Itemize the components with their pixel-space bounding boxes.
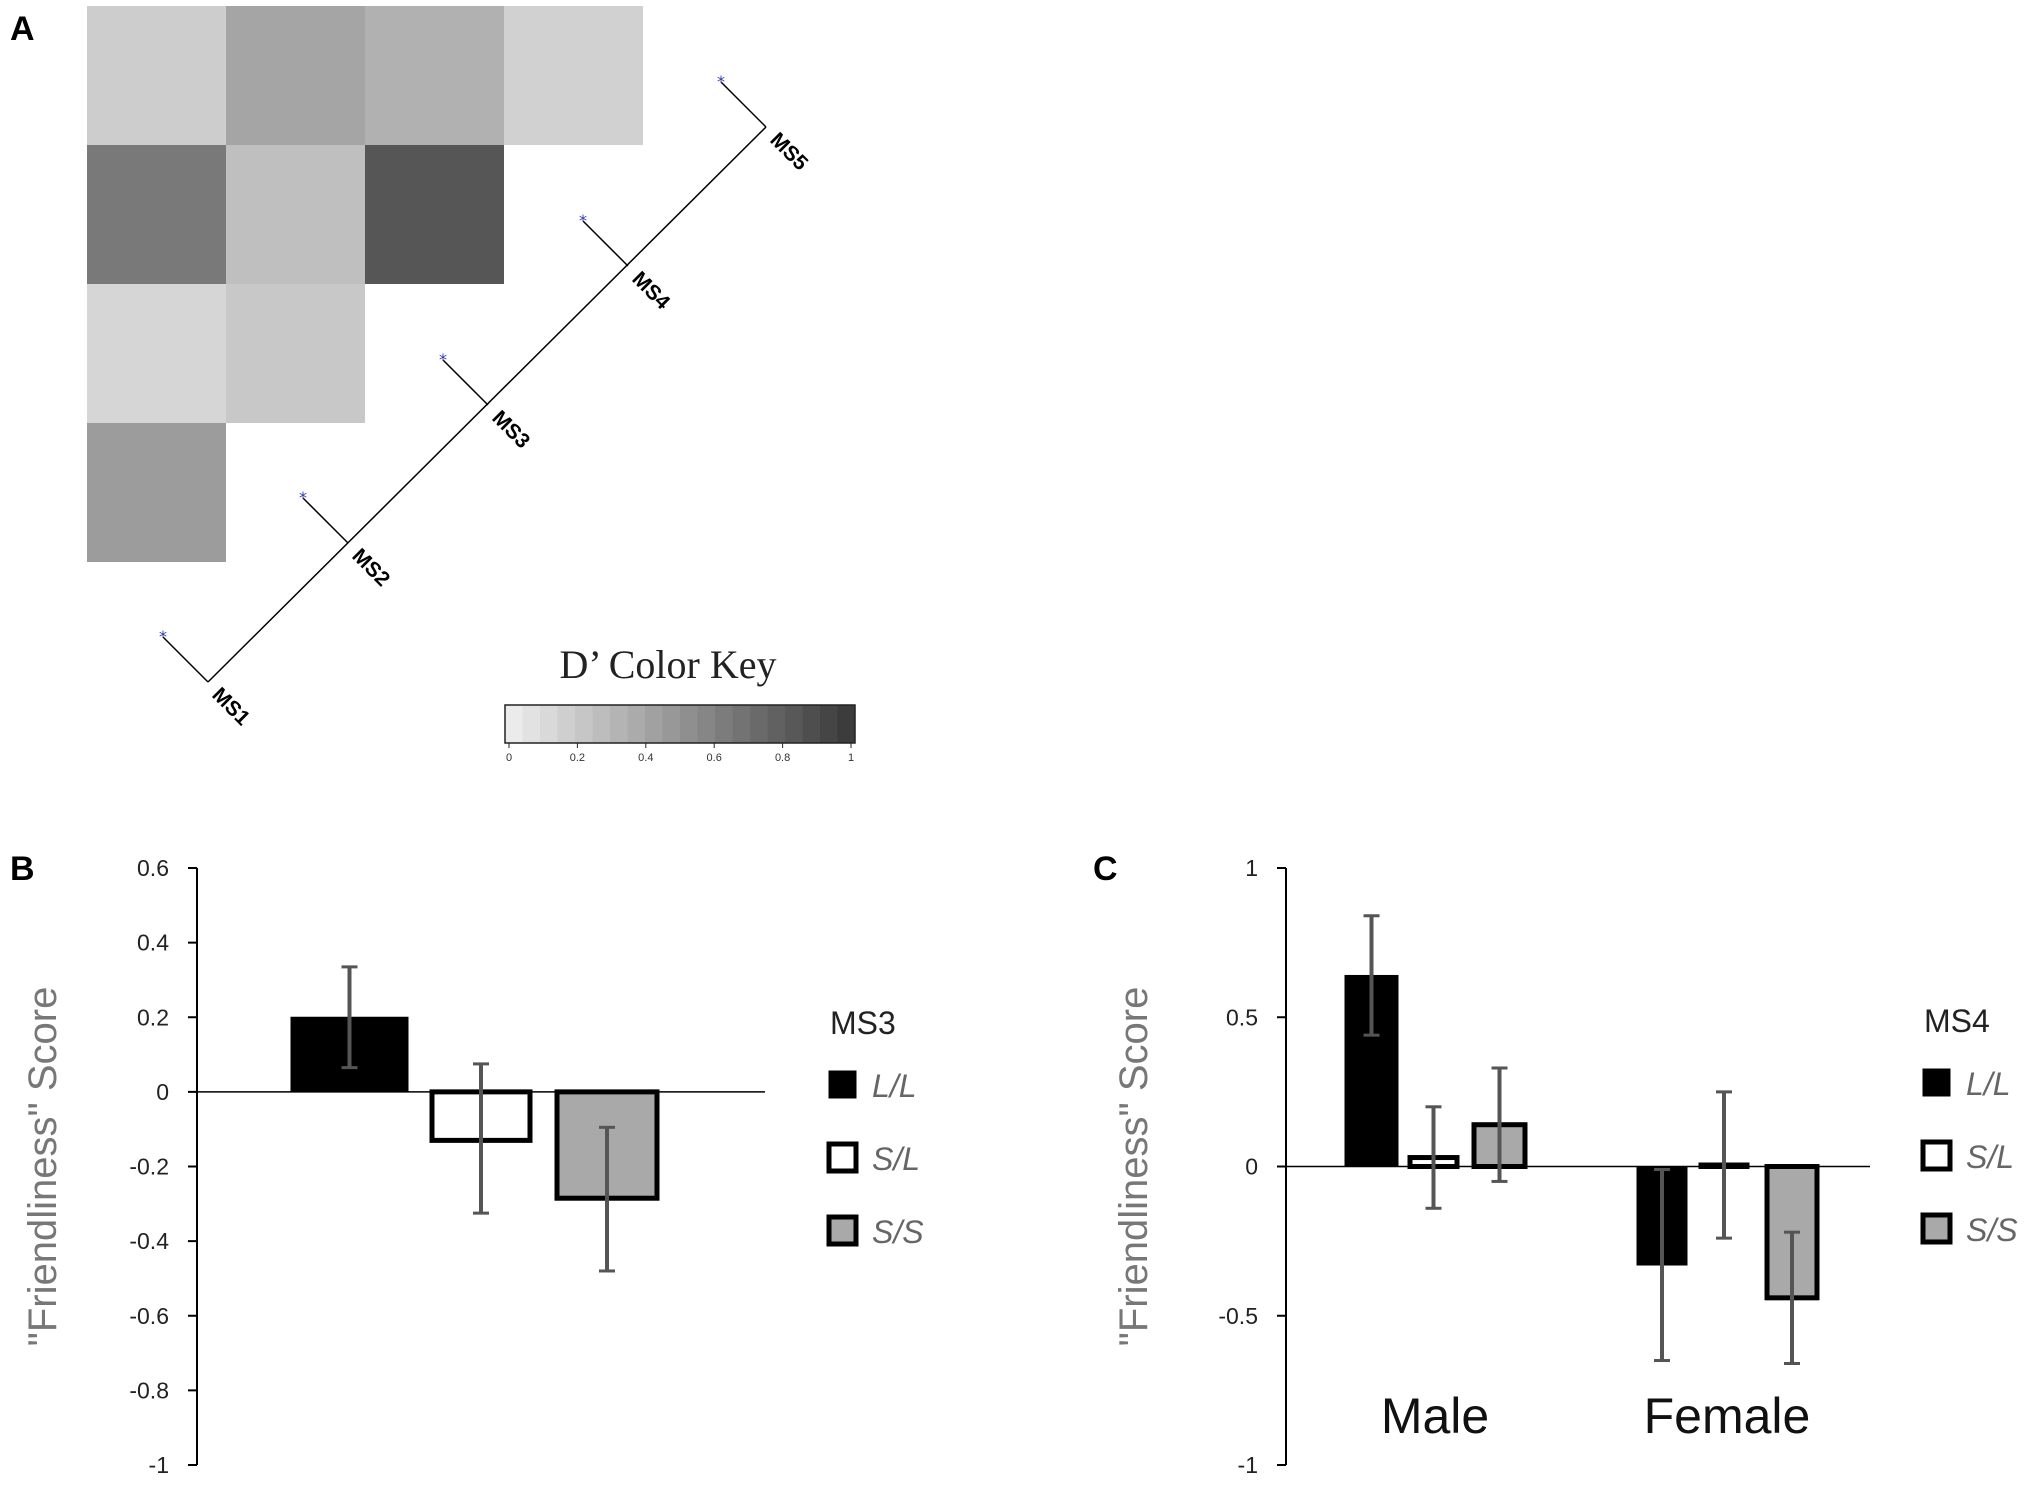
chart-b-legend-label-1: S/L xyxy=(872,1141,920,1177)
marker-label-4: MS4 xyxy=(627,267,674,314)
chart-b-ytick-label-6: -0.6 xyxy=(129,1303,169,1329)
chart-c-ytick-label-1: 0.5 xyxy=(1226,1004,1258,1030)
chart-b-ytick-label-4: -0.2 xyxy=(129,1154,169,1180)
chart-c-ylabel: "Friendliness" Score xyxy=(1112,987,1156,1347)
tree-branch-1 xyxy=(162,636,209,683)
chart-b-ytick-label-3: 0 xyxy=(156,1079,169,1105)
color-key: D’ Color Key 0 0.2 0.4 0.6 0.8 1 xyxy=(504,642,856,764)
color-key-tick-label-5: 1 xyxy=(848,752,854,764)
heatmap-cell-ms1-ms5 xyxy=(87,6,226,145)
chart-c-legend-label-1: S/L xyxy=(1966,1139,2014,1175)
chart-c: 1 0.5 0 -0.5 -1 "Friendliness" Score Male Femal… xyxy=(1112,855,2018,1478)
heatmap-cell-ms3-ms4 xyxy=(365,145,504,284)
color-key-swatch-5 xyxy=(592,705,611,743)
color-key-swatch-14 xyxy=(750,705,768,743)
color-key-swatch-7 xyxy=(627,705,646,743)
color-key-swatch-1 xyxy=(522,705,541,743)
heatmap-cell-ms1-ms3 xyxy=(87,284,226,423)
marker-star-1: * xyxy=(159,627,167,646)
color-key-swatch-13 xyxy=(732,705,751,743)
panel-a-letter: A xyxy=(10,10,35,48)
panel-c-letter: C xyxy=(1093,850,1118,888)
chart-b-legend-swatch-1 xyxy=(826,1141,859,1174)
color-key-swatch-2 xyxy=(540,705,558,743)
chart-b-ytick-label-2: 0.2 xyxy=(137,1004,169,1030)
marker-star-4: * xyxy=(579,211,587,230)
chart-b-legend-title: MS3 xyxy=(830,1005,896,1041)
chart-b-legend-swatch-0 xyxy=(828,1070,857,1099)
chart-b-ytick-label-1: 0.4 xyxy=(137,930,169,956)
heatmap-cell-ms2-ms3 xyxy=(226,284,365,423)
color-key-swatch-9 xyxy=(662,705,681,743)
panel-b-letter: B xyxy=(10,850,35,888)
color-key-swatch-6 xyxy=(610,705,628,743)
heatmap-cell-ms3-ms5 xyxy=(365,6,504,145)
chart-c-legend-label-2: S/S xyxy=(1966,1212,2018,1248)
chart-c-category-label-1: Female xyxy=(1644,1388,1811,1444)
marker-star-2: * xyxy=(299,488,307,507)
color-key-swatch-11 xyxy=(697,705,716,743)
chart-c-ytick-label-3: -0.5 xyxy=(1218,1303,1258,1329)
chart-c-legend-swatch-2 xyxy=(1920,1212,1953,1245)
marker-label-5: MS5 xyxy=(765,128,812,175)
heatmap-cell-ms4-ms5 xyxy=(504,6,643,145)
color-key-title: D’ Color Key xyxy=(560,642,777,687)
chart-c-category-label-0: Male xyxy=(1381,1388,1489,1444)
marker-label-1: MS1 xyxy=(207,683,254,730)
marker-label-2: MS2 xyxy=(347,544,394,591)
heatmap-cell-ms2-ms5 xyxy=(226,6,365,145)
color-key-swatch-12 xyxy=(715,705,733,743)
color-key-swatch-3 xyxy=(557,705,576,743)
color-key-swatch-8 xyxy=(645,705,663,743)
color-key-frame xyxy=(504,704,856,744)
color-key-swatch-17 xyxy=(802,705,821,743)
chart-b-legend-label-0: L/L xyxy=(872,1068,916,1104)
marker-star-5: * xyxy=(717,72,725,91)
heatmap-cell-ms2-ms4 xyxy=(226,145,365,284)
chart-c-ytick-label-2: 0 xyxy=(1245,1154,1258,1180)
chart-b-ylabel: "Friendliness" Score xyxy=(21,987,65,1347)
chart-c-legend-swatch-1 xyxy=(1920,1139,1953,1172)
chart-c-legend-title: MS4 xyxy=(1924,1003,1990,1039)
color-key-swatch-4 xyxy=(575,705,593,743)
ld-heatmap xyxy=(87,6,643,562)
color-key-tick-label-1: 0.2 xyxy=(570,752,585,764)
chart-b-ytick-label-8: -1 xyxy=(149,1452,169,1478)
heatmap-cell-ms1-ms2 xyxy=(87,423,226,562)
chart-b-ytick-label-7: -0.8 xyxy=(129,1377,169,1403)
chart-c-ytick-label-4: -1 xyxy=(1238,1452,1258,1478)
marker-star-3: * xyxy=(439,350,447,369)
color-key-swatch-19 xyxy=(837,705,856,743)
chart-c-legend-swatch-0 xyxy=(1922,1068,1951,1097)
chart-b: 0.6 0.4 0.2 0 -0.2 -0.4 -0.6 -0.8 -1 "Friendlines… xyxy=(21,855,924,1478)
chart-b-ytick-label-5: -0.4 xyxy=(129,1228,169,1254)
chart-c-ytick-label-0: 1 xyxy=(1245,855,1258,881)
tree-branch-2 xyxy=(302,497,349,544)
chart-b-legend-label-2: S/S xyxy=(872,1214,924,1250)
color-key-tick-label-2: 0.4 xyxy=(638,752,653,764)
tree-branch-4 xyxy=(582,220,629,267)
chart-c-legend-label-0: L/L xyxy=(1966,1066,2010,1102)
tree-branch-5 xyxy=(720,81,767,128)
color-key-swatch-0 xyxy=(505,705,523,743)
chart-b-ytick-label-0: 0.6 xyxy=(137,855,169,881)
color-key-swatch-10 xyxy=(680,705,698,743)
color-key-swatch-18 xyxy=(820,705,838,743)
color-key-tick-label-0: 0 xyxy=(506,752,512,764)
marker-label-3: MS3 xyxy=(487,406,534,453)
color-key-swatch-16 xyxy=(785,705,803,743)
color-key-swatch-15 xyxy=(767,705,786,743)
heatmap-cell-ms1-ms4 xyxy=(87,145,226,284)
color-key-tick-label-4: 0.8 xyxy=(775,752,790,764)
chart-b-legend-swatch-2 xyxy=(826,1214,859,1247)
tree-branch-3 xyxy=(442,359,489,406)
color-key-tick-label-3: 0.6 xyxy=(707,752,722,764)
